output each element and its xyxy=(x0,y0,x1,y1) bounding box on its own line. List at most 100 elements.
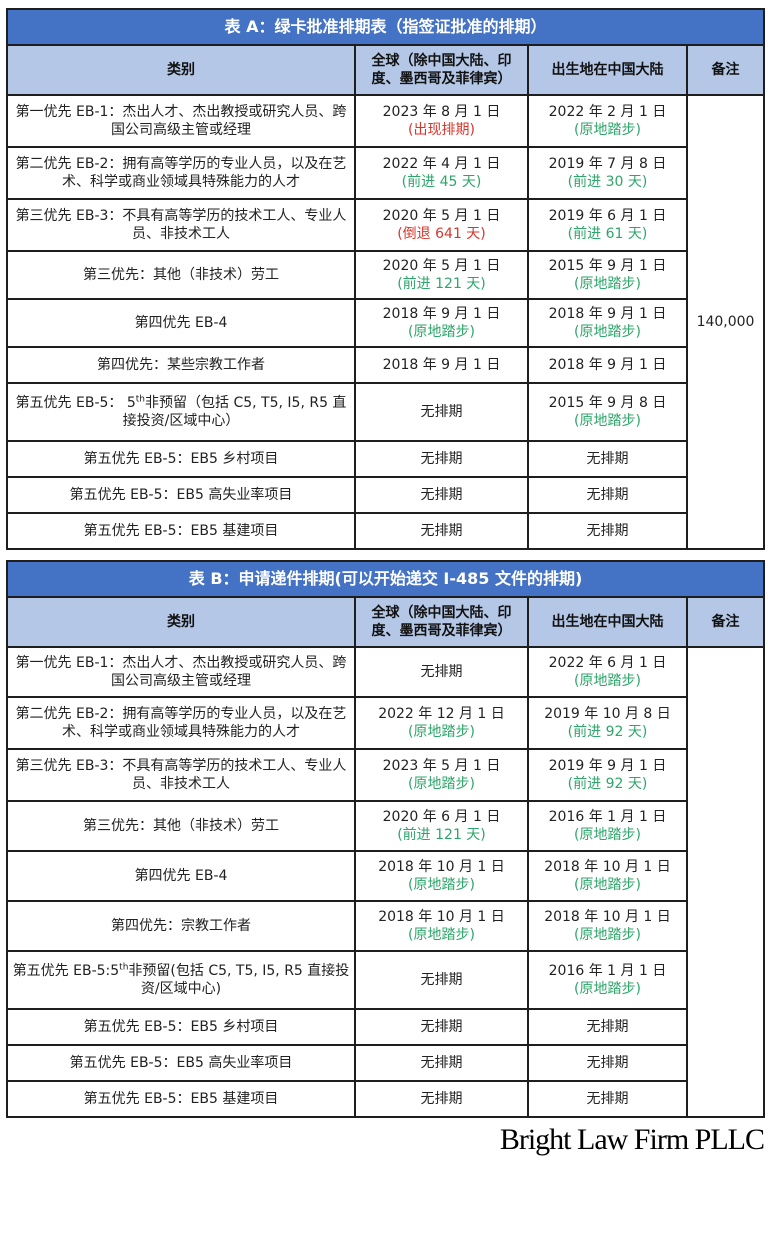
china-cell: 2019 年 9 月 1 日 (前进 92 天) xyxy=(527,748,688,802)
global-date: 2022 年 12 月 1 日 xyxy=(378,706,505,722)
china-cell: 无排期 xyxy=(527,440,688,478)
table-row: 第三优先：其他（非技术）劳工 2020 年 5 月 1 日 (前进 121 天) 20… xyxy=(6,250,764,300)
category-label-pre: 第五优先 EB-5:5 xyxy=(12,963,120,979)
china-change: (前进 30 天) xyxy=(567,174,648,190)
china-cell: 2015 年 9 月 8 日 (原地踏步) xyxy=(527,382,688,442)
global-cell: 无排期 xyxy=(354,646,529,698)
global-change: (原地踏步) xyxy=(408,927,475,943)
global-date: 2018 年 9 月 1 日 xyxy=(382,306,501,322)
global-change: (原地踏步) xyxy=(408,776,475,792)
table-row: 第三优先 EB-3：不具有高等学历的技术工人、专业人员、非技术工人 2020 年 … xyxy=(6,198,764,252)
global-change: (原地踏步) xyxy=(408,724,475,740)
china-change: (原地踏步) xyxy=(574,927,641,943)
global-change: (倒退 641 天) xyxy=(397,226,486,242)
table-b-dates-for-filing: 表 B：申请递件排期(可以开始递交 I-485 文件的排期) 类别 全球（除中国… xyxy=(5,560,766,1118)
global-cell: 无排期 xyxy=(354,382,529,442)
global-change: (前进 121 天) xyxy=(397,827,486,843)
category-cell: 第一优先 EB-1：杰出人才、杰出教授或研究人员、跨国公司高级主管或经理 xyxy=(6,646,356,698)
table-a-title: 表 A：绿卡批准排期表（指签证批准的排期） xyxy=(5,8,766,46)
global-cell: 无排期 xyxy=(354,1008,529,1046)
category-cell: 第三优先 EB-3：不具有高等学历的技术工人、专业人员、非技术工人 xyxy=(6,198,356,252)
table-b-title: 表 B：申请递件排期(可以开始递交 I-485 文件的排期) xyxy=(5,560,766,598)
global-cell: 2018 年 9 月 1 日 xyxy=(354,346,529,384)
global-cell: 2018 年 10 月 1 日 (原地踏步) xyxy=(354,900,529,952)
global-cell: 无排期 xyxy=(354,476,529,514)
china-date: 2019 年 7 月 8 日 xyxy=(548,156,667,172)
table-row: 第三优先 EB-3：不具有高等学历的技术工人、专业人员、非技术工人 2023 年 … xyxy=(6,748,764,802)
china-cell: 无排期 xyxy=(527,1008,688,1046)
global-date: 2020 年 6 月 1 日 xyxy=(382,809,501,825)
global-date: 无排期 xyxy=(420,523,463,539)
category-label: 第二优先 EB-2：拥有高等学历的专业人员，以及在艺术、科学或商业领域具特殊能力… xyxy=(15,156,347,190)
china-date: 2018 年 9 月 1 日 xyxy=(548,357,667,373)
category-label: 第四优先：某些宗教工作者 xyxy=(97,357,265,373)
china-date: 无排期 xyxy=(586,451,629,467)
table-row: 第五优先 EB-5：EB5 基建项目 无排期 无排期 xyxy=(6,1080,764,1118)
table-a-body: 表 A：绿卡批准排期表（指签证批准的排期） 类别 全球（除中国大陆、印度、墨西哥… xyxy=(5,8,766,550)
category-label: 第五优先 EB-5：EB5 基建项目 xyxy=(83,523,279,539)
china-change: (原地踏步) xyxy=(574,673,641,689)
global-change: (前进 45 天) xyxy=(401,174,482,190)
global-date: 2018 年 10 月 1 日 xyxy=(378,859,505,875)
china-cell: 2016 年 1 月 1 日 (原地踏步) xyxy=(527,800,688,852)
category-label-sup: th xyxy=(119,962,129,973)
category-label: 第五优先 EB-5：EB5 高失业率项目 xyxy=(69,487,293,503)
table-row: 第五优先 EB-5：EB5 乡村项目 无排期 无排期 xyxy=(6,440,764,478)
category-cell: 第三优先：其他（非技术）劳工 xyxy=(6,250,356,300)
global-cell: 2022 年 4 月 1 日 (前进 45 天) xyxy=(354,146,529,200)
category-cell: 第五优先 EB-5：EB5 高失业率项目 xyxy=(6,1044,356,1082)
china-cell: 2018 年 9 月 1 日 xyxy=(527,346,688,384)
china-cell: 2022 年 6 月 1 日 (原地踏步) xyxy=(527,646,688,698)
global-cell: 2020 年 6 月 1 日 (前进 121 天) xyxy=(354,800,529,852)
table-row: 第三优先：其他（非技术）劳工 2020 年 6 月 1 日 (前进 121 天) 20… xyxy=(6,800,764,852)
header-china: 出生地在中国大陆 xyxy=(527,596,688,648)
category-label: 第五优先 EB-5：EB5 高失业率项目 xyxy=(69,1055,293,1071)
china-cell: 2022 年 2 月 1 日 (原地踏步) xyxy=(527,94,688,148)
global-date: 2023 年 8 月 1 日 xyxy=(382,104,501,120)
global-date: 2018 年 10 月 1 日 xyxy=(378,909,505,925)
global-cell: 无排期 xyxy=(354,950,529,1010)
category-cell: 第四优先：某些宗教工作者 xyxy=(6,346,356,384)
global-date: 2023 年 5 月 1 日 xyxy=(382,758,501,774)
category-cell: 第五优先 EB-5:5th非预留(包括 C5, T5, I5, R5 直接投资/… xyxy=(6,950,356,1010)
global-date: 无排期 xyxy=(420,451,463,467)
china-date: 无排期 xyxy=(586,487,629,503)
china-date: 2016 年 1 月 1 日 xyxy=(548,809,667,825)
header-note: 备注 xyxy=(685,596,766,648)
china-date: 无排期 xyxy=(586,523,629,539)
china-cell: 2018 年 10 月 1 日 (原地踏步) xyxy=(527,850,688,902)
global-cell: 2023 年 8 月 1 日 (出现排期) xyxy=(354,94,529,148)
category-cell: 第四优先 EB-4 xyxy=(6,298,356,348)
category-label: 第四优先：宗教工作者 xyxy=(111,918,251,934)
china-date: 2015 年 9 月 1 日 xyxy=(548,258,667,274)
china-change: (原地踏步) xyxy=(574,413,641,429)
global-date: 无排期 xyxy=(420,972,463,988)
global-cell: 2023 年 5 月 1 日 (原地踏步) xyxy=(354,748,529,802)
china-change: (原地踏步) xyxy=(574,981,641,997)
category-label: 第四优先 EB-4 xyxy=(134,868,228,884)
global-date: 无排期 xyxy=(420,664,463,680)
china-date: 2018 年 10 月 1 日 xyxy=(544,909,671,925)
china-date: 2015 年 9 月 8 日 xyxy=(548,395,667,411)
category-label: 第一优先 EB-1：杰出人才、杰出教授或研究人员、跨国公司高级主管或经理 xyxy=(15,655,347,689)
china-cell: 无排期 xyxy=(527,512,688,550)
global-date: 2020 年 5 月 1 日 xyxy=(382,258,501,274)
china-cell: 无排期 xyxy=(527,1080,688,1118)
global-date: 2020 年 5 月 1 日 xyxy=(382,208,501,224)
global-change: (原地踏步) xyxy=(408,877,475,893)
china-date: 无排期 xyxy=(586,1055,629,1071)
table-row: 第二优先 EB-2：拥有高等学历的专业人员，以及在艺术、科学或商业领域具特殊能力… xyxy=(6,146,764,200)
category-cell: 第五优先 EB-5：EB5 乡村项目 xyxy=(6,1008,356,1046)
china-date: 无排期 xyxy=(586,1019,629,1035)
table-b-header-row: 类别 全球（除中国大陆、印度、墨西哥及菲律宾） 出生地在中国大陆 备注 xyxy=(6,596,766,648)
table-a-header-row: 类别 全球（除中国大陆、印度、墨西哥及菲律宾） 出生地在中国大陆 备注 xyxy=(6,44,766,96)
china-cell: 无排期 xyxy=(527,476,688,514)
category-cell: 第三优先 EB-3：不具有高等学历的技术工人、专业人员、非技术工人 xyxy=(6,748,356,802)
table-row: 第五优先 EB-5:5th非预留(包括 C5, T5, I5, R5 直接投资/… xyxy=(6,950,764,1010)
global-date: 无排期 xyxy=(420,487,463,503)
china-cell: 2019 年 7 月 8 日 (前进 30 天) xyxy=(527,146,688,200)
china-date: 2019 年 6 月 1 日 xyxy=(548,208,667,224)
category-label-pre: 第五优先 EB-5： 5 xyxy=(15,395,136,411)
china-change: (原地踏步) xyxy=(574,276,641,292)
global-cell: 2022 年 12 月 1 日 (原地踏步) xyxy=(354,696,529,750)
